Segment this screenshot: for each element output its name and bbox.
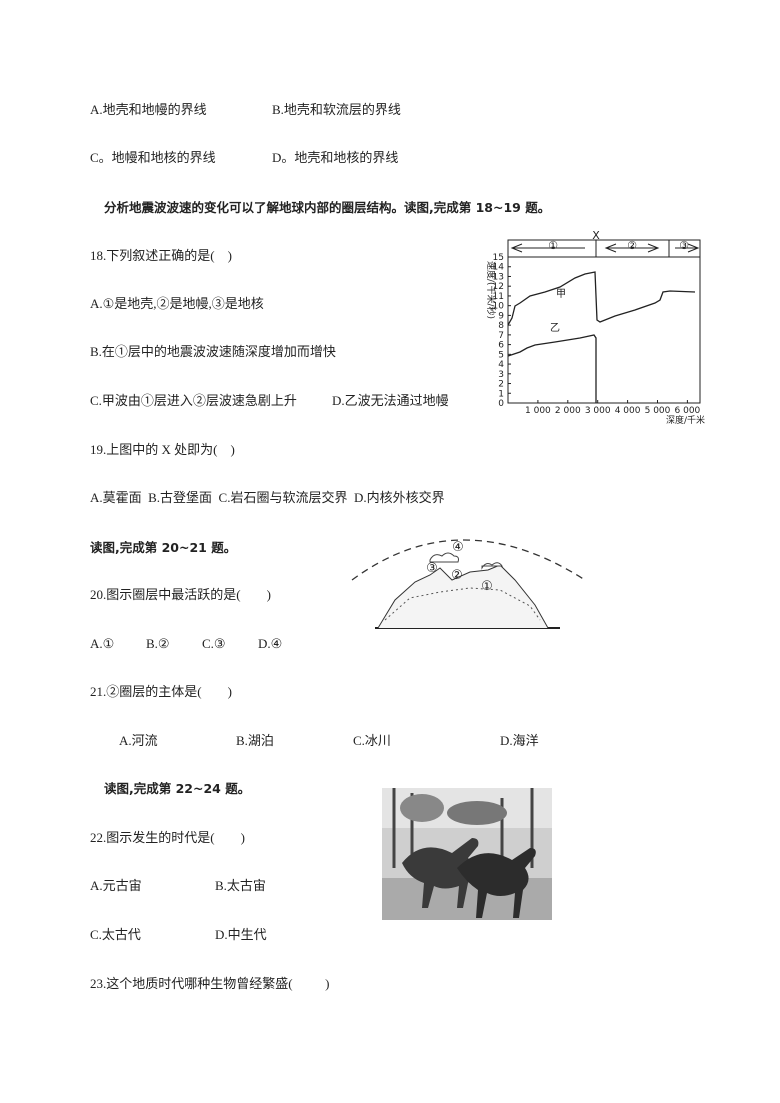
option: B.太古宙 xyxy=(215,878,266,893)
option: A.莫霍面 B.古登堡面 C.岩石圈与软流层交界 D.内核外核交界 xyxy=(90,490,445,505)
question-stem: 20.图示圈层中最活跃的是( ) xyxy=(90,587,271,602)
question-stem: 22.图示发生的时代是( ) xyxy=(90,830,245,845)
layer-label: X xyxy=(592,229,600,242)
x-tick-label: 2 000 xyxy=(555,406,581,416)
option: D.乙波无法通过地幔 xyxy=(332,393,449,408)
option: B.② xyxy=(146,636,170,651)
atmosphere-arc xyxy=(351,539,586,581)
curve-label: 甲 xyxy=(556,289,566,300)
cloud xyxy=(429,552,459,563)
section-heading: 分析地震波波速的变化可以了解地球内部的圈层结构。读图,完成第 18~19 题。 xyxy=(104,200,551,215)
question-stem: 23.这个地质时代哪种生物曾经繁盛( ) xyxy=(90,976,330,991)
foliage xyxy=(400,794,444,822)
option: D.④ xyxy=(258,636,283,651)
y-tick-label: 15 xyxy=(493,253,504,263)
y-tick-label: 1 xyxy=(498,389,504,399)
option: B.地壳和软流层的界线 xyxy=(272,102,401,117)
y-tick-label: 14 xyxy=(493,263,505,273)
y-tick-label: 11 xyxy=(493,292,504,302)
y-axis-label: 速度/(千米/秒) xyxy=(485,261,497,319)
option: D.中生代 xyxy=(215,927,267,942)
dinosaur xyxy=(402,838,479,908)
y-tick-label: 10 xyxy=(493,302,505,312)
option: D。地壳和地核的界线 xyxy=(272,150,399,165)
foliage xyxy=(447,801,507,825)
option: A.地壳和地幔的界线 xyxy=(90,102,207,117)
band-arrows xyxy=(510,243,700,253)
y-tick-label: 9 xyxy=(498,311,504,321)
section-heading: 读图,完成第 20~21 题。 xyxy=(90,540,237,555)
y-tick-label: 13 xyxy=(493,272,504,282)
sphere-figure: ④ ③ ② ① xyxy=(351,539,586,629)
y-tick-label: 0 xyxy=(498,399,504,409)
x-tick-label: 4 000 xyxy=(615,406,641,416)
dinosaur-picture xyxy=(382,788,552,920)
y-tick-label: 3 xyxy=(498,370,504,380)
section-heading: 读图,完成第 22~24 题。 xyxy=(104,781,251,796)
layer-label: ② xyxy=(627,239,637,252)
sphere-label: ② xyxy=(451,568,463,583)
y-tick-label: 7 xyxy=(498,331,504,341)
option: C。地幔和地核的界线 xyxy=(90,150,216,165)
dinosaur xyxy=(457,848,536,918)
layer-label: ③ xyxy=(679,239,689,252)
option: A.① xyxy=(90,636,115,651)
x-tick-label: 1 000 xyxy=(525,406,551,416)
option: C.甲波由①层进入②层波速急剧上升 xyxy=(90,393,297,408)
cloud xyxy=(481,562,503,570)
option: C.太古代 xyxy=(90,927,141,942)
option: B.在①层中的地震波波速随深度增加而增快 xyxy=(90,344,336,359)
y-tick-label: 2 xyxy=(498,380,504,390)
y-tick-label: 5 xyxy=(498,350,504,360)
sphere-label: ③ xyxy=(426,561,438,576)
seismic-figure: ① X ② ③ 甲 乙 速度/(千米/秒) 深度/千米 012345678910… xyxy=(485,229,705,426)
option: A.河流 xyxy=(119,733,158,748)
y-tick-label: 4 xyxy=(498,360,504,370)
x-tick-label: 3 000 xyxy=(585,406,611,416)
y-tick-label: 6 xyxy=(498,341,504,351)
option: B.湖泊 xyxy=(236,733,274,748)
x-tick-label: 6 000 xyxy=(675,406,701,416)
y-tick-label: 12 xyxy=(493,282,504,292)
layer-label: ① xyxy=(548,239,558,252)
curve-label: 乙 xyxy=(550,322,560,334)
x-tick-label: 5 000 xyxy=(645,406,671,416)
mountains xyxy=(377,564,549,629)
option: A.元古宙 xyxy=(90,878,142,893)
option: A.①是地壳,②是地幔,③是地核 xyxy=(90,296,264,311)
option: C.③ xyxy=(202,636,226,651)
sphere-label: ① xyxy=(481,579,493,594)
curve-jia xyxy=(507,271,696,326)
question-stem: 18.下列叙述正确的是( ) xyxy=(90,248,232,263)
option: C.冰川 xyxy=(353,733,391,748)
option: D.海洋 xyxy=(500,733,539,748)
sphere-label: ④ xyxy=(452,540,464,555)
y-tick-label: 8 xyxy=(498,321,504,331)
question-stem: 19.上图中的 X 处即为( ) xyxy=(90,442,235,457)
question-stem: 21.②圈层的主体是( ) xyxy=(90,684,232,699)
frame xyxy=(507,239,701,404)
x-axis-label: 深度/千米 xyxy=(666,414,705,426)
curve-yi xyxy=(507,334,597,403)
